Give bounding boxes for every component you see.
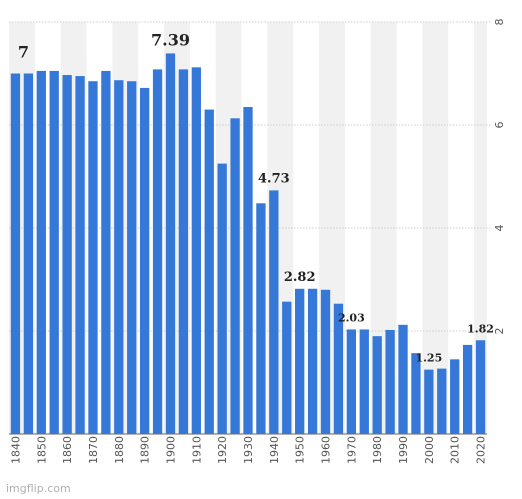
- y-tick-label: 4: [493, 225, 506, 232]
- y-tick-label: 2: [493, 328, 506, 335]
- y-tick-label: 6: [493, 122, 506, 129]
- bar: [217, 163, 227, 434]
- bar: [127, 81, 137, 434]
- data-label: 7.39: [151, 30, 190, 49]
- bar: [75, 76, 85, 434]
- bar: [101, 70, 111, 435]
- x-tick-label: 1940: [268, 436, 281, 464]
- bar: [346, 329, 357, 434]
- bar: [165, 53, 176, 434]
- bar: [230, 118, 240, 435]
- data-label: 2.03: [338, 311, 365, 324]
- bar: [269, 190, 279, 434]
- x-tick-label: 1950: [294, 436, 307, 464]
- bar: [411, 353, 421, 434]
- x-tick-label: 1900: [164, 436, 177, 464]
- bar: [62, 75, 72, 435]
- bar: [295, 288, 305, 434]
- bar: [307, 288, 318, 434]
- bar: [320, 289, 331, 434]
- bar: [372, 336, 382, 434]
- bar: [462, 344, 473, 434]
- x-tick-label: 1860: [61, 436, 74, 464]
- x-tick-label: 1840: [9, 436, 22, 464]
- x-tick-label: 1890: [139, 436, 152, 464]
- data-label: 2.82: [284, 270, 316, 285]
- bar: [10, 73, 21, 434]
- bar: [23, 73, 34, 434]
- bar: [359, 329, 369, 434]
- x-tick-label: 1910: [190, 436, 203, 464]
- data-label: 1.82: [467, 322, 494, 335]
- x-tick-label: 1960: [320, 436, 333, 464]
- bar: [178, 69, 189, 434]
- bar: [475, 340, 486, 434]
- bar: [398, 324, 408, 434]
- x-tick-label: 1880: [113, 436, 126, 464]
- data-label: 4.73: [258, 171, 290, 186]
- bar: [437, 368, 447, 434]
- bar: [152, 69, 163, 434]
- bar: [282, 301, 292, 434]
- bar: [139, 87, 150, 435]
- x-tick-label: 1970: [345, 436, 358, 464]
- bar: [333, 303, 344, 434]
- x-tick-label: 2000: [423, 436, 436, 464]
- bar: [36, 70, 46, 435]
- bar: [256, 203, 266, 434]
- watermark: imgflip.com: [6, 482, 71, 495]
- y-tick-label: 8: [493, 19, 506, 26]
- bar: [49, 70, 59, 435]
- x-tick-label: 1920: [216, 436, 229, 464]
- data-label: 7: [18, 43, 29, 62]
- x-tick-label: 2010: [449, 436, 462, 464]
- x-tick-label: 1850: [35, 436, 48, 464]
- bar: [88, 81, 98, 434]
- x-tick-label: 1980: [371, 436, 384, 464]
- bar: [114, 80, 124, 434]
- bar: [204, 109, 214, 435]
- bar: [191, 67, 201, 434]
- x-tick-label: 1930: [242, 436, 255, 464]
- data-label: 1.25: [415, 352, 442, 365]
- x-tick-label: 1990: [397, 436, 410, 464]
- bar: [450, 359, 460, 434]
- x-tick-label: 2020: [475, 436, 488, 464]
- bar: [424, 369, 434, 434]
- bar: [243, 106, 253, 434]
- bar: [385, 329, 395, 434]
- x-tick-label: 1870: [87, 436, 100, 464]
